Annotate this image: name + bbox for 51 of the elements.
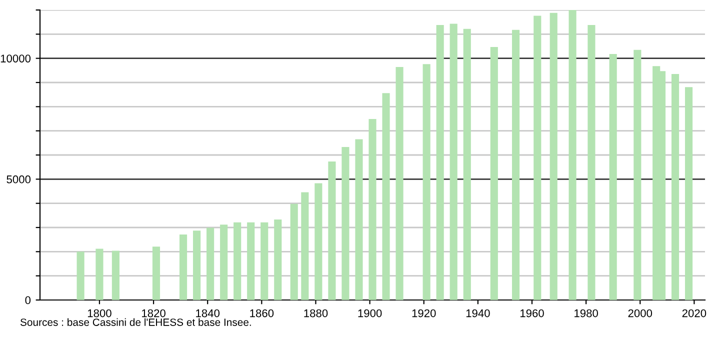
bar [512, 30, 520, 300]
bar [328, 162, 336, 300]
x-tick-label: 1880 [304, 309, 328, 318]
bar [634, 50, 642, 300]
x-tick-label: 1900 [358, 309, 382, 318]
bar [568, 10, 576, 300]
bar [179, 234, 188, 300]
x-tick-label: 1920 [412, 309, 436, 318]
bar [220, 224, 228, 300]
bar [382, 93, 390, 300]
bar [206, 228, 214, 300]
y-tick-label: 10000 [0, 54, 31, 62]
bar [550, 12, 558, 300]
bar [368, 118, 376, 300]
y-tick-label: 5000 [6, 175, 31, 184]
x-tick-label: 2020 [682, 309, 706, 318]
bar [193, 230, 201, 300]
x-tick-label: 1800 [88, 309, 112, 318]
bar [355, 139, 363, 300]
y-tick-label: 0 [25, 296, 31, 304]
bar [588, 24, 596, 300]
bar [152, 246, 160, 300]
bar [260, 222, 268, 300]
bar [314, 183, 322, 300]
x-tick-label: 1840 [196, 309, 220, 318]
bar [490, 46, 498, 300]
bar [96, 248, 104, 300]
bar [463, 28, 471, 300]
bar [534, 16, 542, 300]
bar [290, 204, 298, 300]
bar [76, 252, 84, 300]
bar [274, 220, 282, 300]
bar [342, 147, 350, 300]
x-tick-label: 2000 [628, 309, 652, 318]
x-tick-label: 1960 [520, 309, 544, 318]
bar [112, 250, 120, 300]
x-tick-label: 1860 [250, 309, 274, 318]
bar [247, 222, 255, 300]
bar [671, 74, 680, 300]
bar [234, 222, 242, 300]
bar [450, 24, 458, 300]
x-tick-label: 1940 [466, 309, 490, 318]
bar [301, 192, 309, 300]
bar [684, 87, 693, 300]
bar [422, 64, 430, 300]
bar [436, 24, 444, 300]
x-tick-label: 1820 [142, 309, 166, 318]
bar [396, 67, 404, 300]
source-note: Sources : base Cassini de l'EHESS et base Insee. [20, 318, 251, 326]
x-tick-label: 1980 [574, 309, 598, 318]
bar [609, 54, 617, 300]
